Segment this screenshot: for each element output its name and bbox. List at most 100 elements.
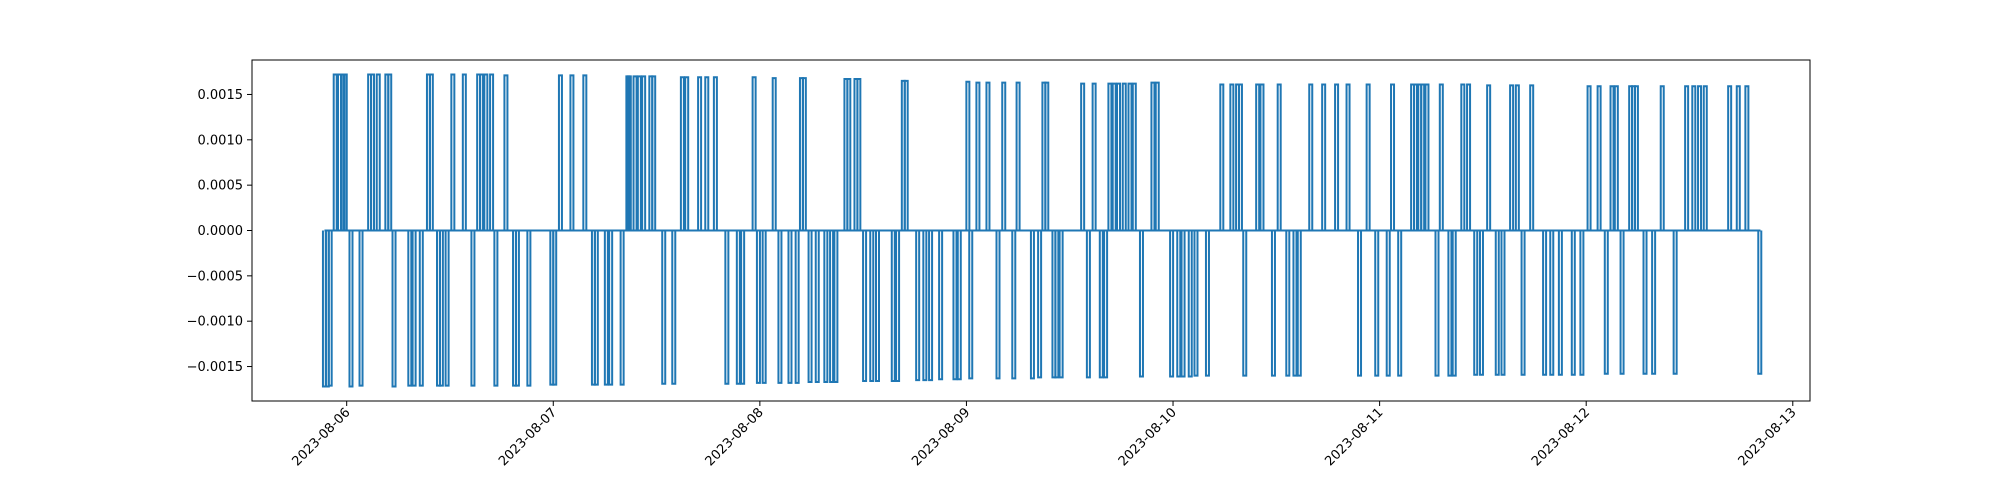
spike-mark bbox=[1520, 230, 1526, 376]
spike-mark bbox=[952, 230, 958, 381]
spike-mark bbox=[922, 230, 928, 382]
spike-mark bbox=[1204, 230, 1210, 377]
spike-mark bbox=[1259, 83, 1265, 231]
spike-mark bbox=[1292, 230, 1298, 377]
y-tick-label: −0.0010 bbox=[187, 315, 243, 330]
spike-mark bbox=[1727, 85, 1733, 231]
spike-mark bbox=[1103, 230, 1109, 379]
spike-mark bbox=[1054, 230, 1060, 379]
spike-mark bbox=[1434, 230, 1440, 377]
spike-mark bbox=[671, 230, 677, 385]
spike-mark bbox=[1744, 85, 1750, 231]
spike-mark bbox=[514, 230, 520, 387]
spike-mark bbox=[387, 73, 393, 231]
series-layer bbox=[321, 73, 1763, 388]
spike-mark bbox=[1447, 230, 1453, 377]
spike-mark bbox=[1691, 85, 1697, 231]
spike-mark bbox=[1334, 83, 1340, 231]
spike-mark bbox=[332, 73, 338, 231]
spike-mark bbox=[771, 77, 777, 231]
spike-mark bbox=[1169, 230, 1175, 378]
spike-mark bbox=[1242, 230, 1248, 377]
spike-mark bbox=[1603, 230, 1609, 375]
spike-mark bbox=[1037, 230, 1043, 379]
spike-mark bbox=[526, 230, 532, 387]
spike-mark bbox=[679, 76, 685, 231]
spike-mark bbox=[1237, 83, 1243, 231]
spike-mark bbox=[915, 230, 921, 382]
spike-mark bbox=[862, 230, 868, 383]
y-tick-label: 0.0010 bbox=[198, 133, 244, 148]
spike-mark bbox=[1486, 84, 1492, 231]
spike-mark bbox=[1642, 230, 1648, 375]
spike-mark bbox=[814, 230, 820, 383]
spike-mark bbox=[1111, 82, 1117, 231]
spike-mark bbox=[1255, 83, 1261, 231]
spike-mark bbox=[704, 76, 710, 231]
spike-mark bbox=[1659, 85, 1665, 231]
spike-mark bbox=[1424, 83, 1430, 231]
spike-mark bbox=[632, 75, 638, 231]
spike-mark bbox=[740, 230, 746, 385]
spike-mark bbox=[1091, 82, 1097, 231]
spike-mark bbox=[1138, 230, 1144, 378]
plot-frame bbox=[251, 59, 1811, 402]
spike-mark bbox=[1296, 230, 1302, 377]
spike-mark bbox=[636, 75, 642, 231]
spike-mark bbox=[846, 78, 852, 231]
spike-mark bbox=[903, 79, 909, 231]
spike-mark bbox=[1180, 230, 1186, 378]
spike-mark bbox=[807, 230, 813, 383]
spike-mark bbox=[938, 230, 944, 381]
spike-mark bbox=[1684, 85, 1690, 231]
spike-mark bbox=[684, 76, 690, 231]
spike-mark bbox=[493, 230, 499, 387]
spike-mark bbox=[1011, 230, 1017, 380]
spike-mark bbox=[1229, 83, 1235, 231]
spike-mark bbox=[1131, 82, 1137, 231]
spike-mark bbox=[895, 230, 901, 383]
spike-mark bbox=[358, 230, 364, 387]
spike-mark bbox=[1080, 82, 1086, 231]
spike-mark bbox=[391, 230, 397, 388]
spike-mark bbox=[794, 230, 800, 384]
spike-mark bbox=[489, 73, 495, 231]
spike-mark bbox=[1586, 85, 1592, 231]
spike-mark bbox=[1127, 82, 1133, 231]
y-tick-label: 0.0015 bbox=[198, 88, 244, 103]
spike-mark bbox=[1735, 85, 1741, 231]
spike-mark bbox=[593, 230, 599, 386]
spike-mark bbox=[995, 230, 1001, 380]
spike-mark bbox=[375, 73, 381, 231]
spike-mark bbox=[557, 74, 563, 231]
spike-mark bbox=[1613, 85, 1619, 231]
spike-mark bbox=[975, 81, 981, 231]
spike-mark bbox=[1494, 230, 1500, 376]
spike-mark bbox=[1460, 83, 1466, 231]
spike-mark bbox=[1473, 230, 1479, 376]
spike-mark bbox=[483, 73, 489, 231]
spike-mark bbox=[342, 73, 348, 231]
spike-mark bbox=[1385, 230, 1391, 377]
spike-mark bbox=[626, 75, 632, 231]
spike-mark bbox=[1219, 83, 1225, 231]
spike-mark bbox=[1651, 230, 1657, 375]
spike-mark bbox=[1466, 83, 1472, 231]
spike-mark bbox=[661, 230, 667, 385]
spike-mark bbox=[712, 76, 718, 231]
spike-mark bbox=[761, 230, 767, 384]
spike-mark bbox=[1397, 230, 1403, 377]
spike-mark bbox=[1029, 230, 1035, 380]
spike-mark bbox=[1098, 230, 1104, 379]
spike-mark bbox=[965, 80, 971, 231]
spike-mark bbox=[890, 230, 896, 383]
spike-mark bbox=[735, 230, 741, 385]
spike-mark bbox=[1697, 85, 1703, 231]
y-tick-label: −0.0015 bbox=[187, 360, 243, 375]
spike-mark bbox=[1374, 230, 1380, 377]
spike-mark bbox=[1321, 83, 1327, 231]
spike-mark bbox=[1001, 81, 1007, 231]
spike-mark bbox=[411, 230, 417, 387]
spike-mark bbox=[1619, 230, 1625, 375]
spike-mark bbox=[1015, 81, 1021, 231]
